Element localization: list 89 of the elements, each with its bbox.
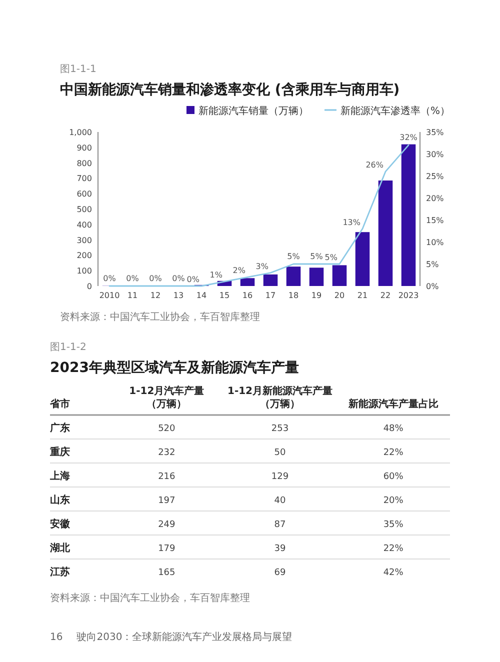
caption: 图1-1-1: [60, 64, 96, 75]
x-tick-label: 16: [242, 291, 253, 300]
text: 16: [50, 632, 63, 643]
x-tick-label: 2010: [99, 291, 120, 300]
y2-tick-label: 15%: [426, 216, 444, 225]
text: 资料来源：中国汽车工业协会，车百智库整理: [60, 311, 260, 323]
y2-tick-label: 0%: [426, 282, 440, 291]
data-label: 179: [158, 544, 176, 554]
data-label: 249: [158, 520, 176, 530]
caption: 图1-1-2: [50, 342, 86, 353]
bar: [378, 180, 393, 286]
data-label: 13%: [342, 218, 361, 227]
data-label: 2%: [232, 266, 246, 276]
text: 资料来源：中国汽车工业协会，车百智库整理: [50, 592, 250, 604]
category-label: 湖北: [49, 542, 71, 554]
x-tick-label: 17: [265, 291, 276, 300]
text: 1-12月汽车产量（万辆）: [129, 385, 204, 410]
y2-tick-label: 30%: [426, 150, 444, 159]
data-label: 0%: [126, 274, 140, 283]
y-tick-label: 600: [76, 190, 92, 199]
data-label: 520: [158, 424, 176, 434]
data-label: 129: [271, 472, 289, 482]
x-tick-label: 18: [288, 291, 299, 300]
data-label: 40: [274, 496, 286, 506]
text: 省市: [49, 398, 70, 410]
data-label: 0%: [149, 274, 162, 283]
x-tick-label: 12: [150, 291, 161, 300]
data-label: 197: [158, 496, 176, 506]
data-label: 5%: [287, 252, 300, 261]
y-tick-label: 1,000: [69, 128, 92, 137]
y-tick-label: 400: [76, 220, 92, 230]
category-label: 安徽: [50, 518, 71, 530]
y-tick-label: 200: [76, 251, 92, 260]
text: 2023年典型区域汽车及新能源汽车产量: [50, 359, 299, 376]
y2-tick-label: 10%: [426, 238, 444, 247]
legend-label: 新能源汽车渗透率（%）: [340, 105, 450, 117]
bar: [401, 144, 416, 286]
category-label: 重庆: [49, 446, 70, 458]
category-label: 江苏: [49, 566, 70, 578]
y-tick-label: 900: [76, 143, 92, 152]
bar: [240, 278, 255, 286]
y-tick-label: 700: [76, 174, 92, 184]
data-label: 5%: [324, 253, 338, 262]
x-tick-label: 11: [127, 291, 138, 300]
x-tick-label: 20: [334, 291, 345, 300]
y2-tick-label: 20%: [426, 194, 444, 203]
y2-tick-label: 35%: [426, 128, 444, 137]
category-label: 上海: [49, 470, 70, 482]
data-label: 3%: [256, 262, 269, 271]
y-tick-label: 0: [86, 282, 92, 291]
bar: [263, 274, 278, 286]
data-label: 26%: [366, 160, 384, 170]
data-label: 232: [158, 448, 176, 458]
data-label: 253: [271, 424, 289, 434]
y-tick-label: 500: [76, 205, 92, 214]
y-tick-label: 800: [76, 158, 92, 168]
data-label: 165: [158, 568, 176, 578]
x-tick-label: 2023: [398, 291, 419, 300]
y-tick-label: 100: [76, 266, 92, 276]
data-label: 0%: [103, 274, 116, 283]
bar: [355, 232, 370, 286]
x-tick-label: 22: [380, 291, 391, 300]
x-tick-label: 15: [219, 291, 230, 300]
y-tick-label: 300: [76, 236, 92, 245]
data-label: 69: [274, 568, 286, 578]
data-label: 32%: [400, 133, 418, 142]
category-label: 山东: [50, 494, 70, 506]
data-label: 87: [274, 520, 286, 530]
text: 1-12月新能源汽车产量（万辆）: [227, 385, 333, 410]
category-label: 广东: [49, 422, 70, 434]
data-label: 50: [274, 448, 286, 458]
data-label: 5%: [310, 252, 324, 261]
legend-label: 新能源汽车销量（万辆）: [198, 105, 308, 117]
bar: [332, 265, 347, 286]
text: 驶向2030：全球新能源汽车产业发展格局与展望: [76, 631, 292, 643]
x-tick-label: 19: [311, 291, 322, 300]
chart-title: 中国新能源汽车销量和渗透率变化 (含乘用车与商用车): [60, 81, 400, 98]
bar: [309, 268, 324, 286]
data-label: 0%: [186, 275, 200, 284]
y2-tick-label: 5%: [426, 260, 440, 269]
data-label: 0%: [172, 274, 186, 283]
y2-tick-label: 25%: [426, 172, 444, 181]
bar: [286, 266, 301, 286]
x-tick-label: 21: [357, 291, 368, 300]
data-label: 39: [274, 544, 286, 554]
x-tick-label: 13: [173, 291, 184, 300]
data-label: 216: [158, 472, 176, 482]
data-label: 1%: [210, 270, 223, 280]
x-tick-label: 14: [196, 291, 207, 300]
